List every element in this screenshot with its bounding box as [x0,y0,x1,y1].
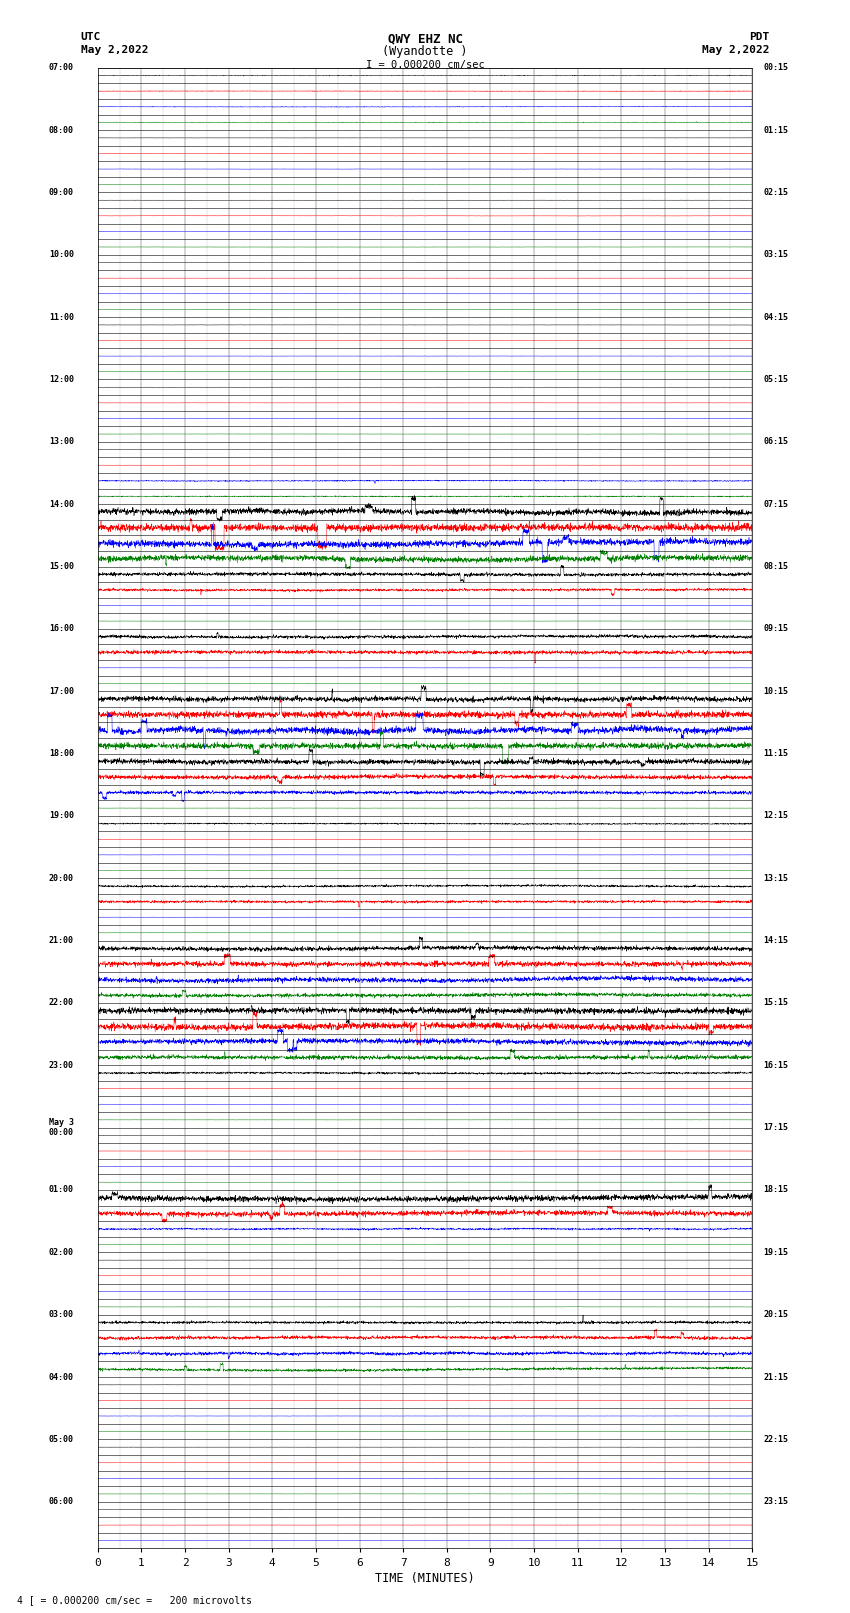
Text: 02:00: 02:00 [48,1248,74,1257]
Text: 00:15: 00:15 [763,63,788,73]
Text: May 2,2022: May 2,2022 [702,45,769,55]
Text: 16:15: 16:15 [763,1061,788,1069]
Text: 19:00: 19:00 [48,811,74,821]
X-axis label: TIME (MINUTES): TIME (MINUTES) [375,1571,475,1584]
Text: 22:00: 22:00 [48,998,74,1008]
Text: 02:15: 02:15 [763,189,788,197]
Text: 07:00: 07:00 [48,63,74,73]
Text: 17:15: 17:15 [763,1123,788,1132]
Text: I = 0.000200 cm/sec: I = 0.000200 cm/sec [366,60,484,69]
Text: 13:00: 13:00 [48,437,74,447]
Text: 06:00: 06:00 [48,1497,74,1507]
Text: 04:15: 04:15 [763,313,788,321]
Text: 19:15: 19:15 [763,1248,788,1257]
Text: 01:00: 01:00 [48,1186,74,1195]
Text: 03:00: 03:00 [48,1310,74,1319]
Text: UTC: UTC [81,32,101,42]
Text: May 3
00:00: May 3 00:00 [48,1118,74,1137]
Text: 15:00: 15:00 [48,561,74,571]
Text: 04:00: 04:00 [48,1373,74,1381]
Text: QWY EHZ NC: QWY EHZ NC [388,32,462,45]
Text: 4 [ = 0.000200 cm/sec =   200 microvolts: 4 [ = 0.000200 cm/sec = 200 microvolts [17,1595,252,1605]
Text: 22:15: 22:15 [763,1436,788,1444]
Text: 01:15: 01:15 [763,126,788,134]
Text: 20:00: 20:00 [48,874,74,882]
Text: 21:15: 21:15 [763,1373,788,1381]
Text: 09:15: 09:15 [763,624,788,634]
Text: 17:00: 17:00 [48,687,74,695]
Text: 23:00: 23:00 [48,1061,74,1069]
Text: May 2,2022: May 2,2022 [81,45,148,55]
Text: 11:15: 11:15 [763,748,788,758]
Text: 15:15: 15:15 [763,998,788,1008]
Text: 12:00: 12:00 [48,374,74,384]
Text: 03:15: 03:15 [763,250,788,260]
Text: (Wyandotte ): (Wyandotte ) [382,45,468,58]
Text: 12:15: 12:15 [763,811,788,821]
Text: 14:15: 14:15 [763,936,788,945]
Text: 23:15: 23:15 [763,1497,788,1507]
Text: 11:00: 11:00 [48,313,74,321]
Text: 18:00: 18:00 [48,748,74,758]
Text: 08:00: 08:00 [48,126,74,134]
Text: 14:00: 14:00 [48,500,74,508]
Text: 08:15: 08:15 [763,561,788,571]
Text: 09:00: 09:00 [48,189,74,197]
Text: 07:15: 07:15 [763,500,788,508]
Text: 21:00: 21:00 [48,936,74,945]
Text: 20:15: 20:15 [763,1310,788,1319]
Text: 05:00: 05:00 [48,1436,74,1444]
Text: 13:15: 13:15 [763,874,788,882]
Text: PDT: PDT [749,32,769,42]
Text: 10:00: 10:00 [48,250,74,260]
Text: 18:15: 18:15 [763,1186,788,1195]
Text: 16:00: 16:00 [48,624,74,634]
Text: 05:15: 05:15 [763,374,788,384]
Text: 10:15: 10:15 [763,687,788,695]
Text: 06:15: 06:15 [763,437,788,447]
